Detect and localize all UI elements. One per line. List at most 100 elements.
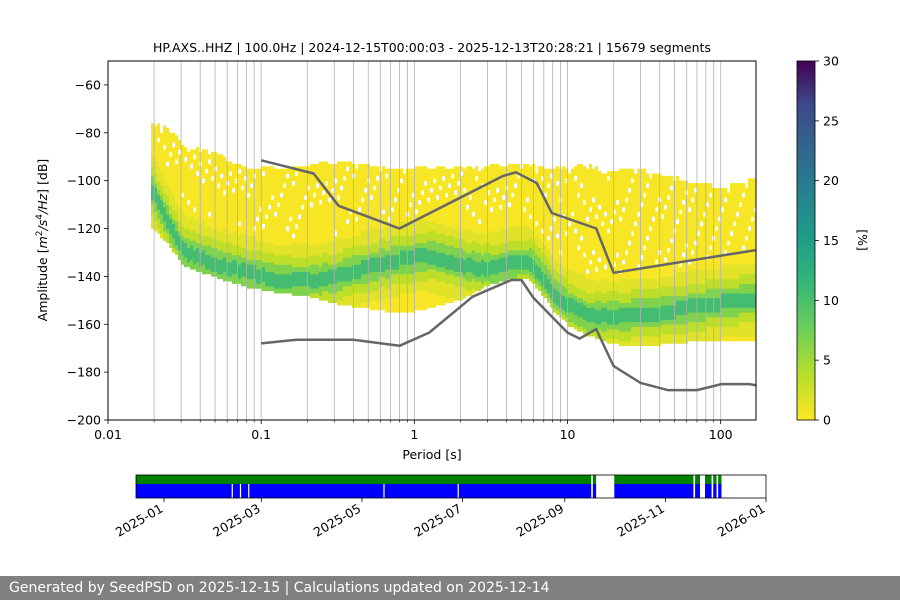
heatmap-cell [316, 278, 320, 284]
heatmap-cell [544, 230, 548, 237]
heatmap-cell [466, 195, 470, 201]
heatmap-cell [595, 257, 599, 263]
heatmap-cell [574, 185, 578, 191]
heatmap-cell [652, 331, 656, 337]
heatmap-cell [688, 321, 692, 327]
heatmap-cell [322, 281, 326, 287]
heatmap-cell [529, 276, 533, 282]
heatmap-cell [343, 223, 347, 229]
heatmap-cell [163, 159, 167, 165]
heatmap-cell [394, 168, 398, 174]
heatmap-cell [388, 173, 392, 179]
heatmap-cell [259, 187, 263, 193]
heatmap-cell [586, 202, 590, 208]
heatmap-cell [337, 276, 341, 282]
heatmap-cell [283, 245, 287, 251]
heatmap-cell [196, 228, 200, 234]
heatmap-cell [529, 175, 533, 181]
heatmap-cell [568, 321, 572, 327]
heatmap-cell [445, 168, 449, 174]
heatmap-cell [535, 197, 539, 203]
heatmap-cell [313, 226, 317, 232]
heatmap-cell [634, 173, 638, 179]
heatmap-cell [421, 266, 425, 272]
heatmap-cell [688, 302, 692, 308]
heatmap-cell [676, 271, 680, 277]
heatmap-cell [580, 187, 584, 193]
heatmap-cell [250, 264, 254, 270]
heatmap-cell [625, 192, 629, 198]
heatmap-cell [688, 297, 692, 304]
heatmap-cell [220, 197, 224, 203]
heatmap-cell [382, 180, 386, 186]
heatmap-cell [553, 202, 557, 208]
heatmap-cell [460, 209, 464, 215]
heatmap-cell [313, 283, 317, 289]
heatmap-cell [616, 305, 620, 311]
heatmap-cell [307, 276, 311, 282]
heatmap-cell [571, 264, 575, 270]
heatmap-cell [625, 230, 629, 237]
heatmap-cell [643, 317, 647, 323]
heatmap-cell [652, 192, 656, 198]
heatmap-cell [496, 211, 500, 217]
heatmap-cell [316, 178, 320, 184]
heatmap-cell [661, 285, 665, 292]
heatmap-cell [370, 209, 374, 215]
heatmap-cell [256, 278, 260, 284]
heatmap-cell [439, 175, 443, 181]
heatmap-cell [289, 278, 293, 284]
heatmap-cell [436, 276, 440, 282]
heatmap-cell [418, 166, 422, 172]
heatmap-cell [325, 242, 329, 248]
heatmap-cell [535, 283, 539, 289]
heatmap-cell [166, 156, 170, 162]
heatmap-cell [682, 319, 686, 325]
heatmap-cell [397, 254, 401, 260]
heatmap-cell [271, 285, 275, 292]
heatmap-cell [550, 297, 554, 304]
heatmap-cell [502, 223, 506, 229]
heatmap-cell [166, 137, 170, 143]
heatmap-cell [643, 274, 647, 280]
heatmap-cell [418, 171, 422, 177]
heatmap-cell [502, 190, 506, 196]
heatmap-cell [298, 238, 302, 244]
heatmap-cell [682, 338, 686, 344]
heatmap-cell [235, 274, 239, 280]
heatmap-cell [229, 195, 233, 201]
heatmap-cell [637, 250, 641, 256]
heatmap-cell [364, 216, 368, 222]
heatmap-cell [478, 252, 482, 258]
heatmap-cell [346, 175, 350, 181]
heatmap-cell [664, 314, 668, 320]
heatmap-cell [256, 254, 260, 260]
heatmap-cell [616, 271, 620, 277]
heatmap-cell [259, 192, 263, 198]
heatmap-cell [535, 250, 539, 256]
heatmap-cell [481, 221, 485, 227]
heatmap-cell [637, 297, 641, 304]
heatmap-cell [283, 216, 287, 222]
heatmap-cell [430, 269, 434, 275]
heatmap-cell [451, 264, 455, 270]
heatmap-cell [391, 192, 395, 198]
heatmap-cell [565, 274, 569, 280]
heatmap-cell [517, 216, 521, 222]
heatmap-cell [466, 199, 470, 205]
heatmap-cell [631, 202, 635, 208]
heatmap-cell [649, 312, 653, 318]
heatmap-cell [490, 278, 494, 284]
heatmap-cell [382, 281, 386, 287]
heatmap-cell [502, 185, 506, 191]
heatmap-cell [481, 283, 485, 289]
heatmap-cell [265, 223, 269, 229]
heatmap-cell [616, 281, 620, 287]
heatmap-cell [475, 209, 479, 215]
heatmap-cell [628, 321, 632, 327]
heatmap-cell [403, 250, 407, 256]
heatmap-cell [430, 226, 434, 232]
heatmap-cell [409, 302, 413, 308]
heatmap-cell [349, 300, 353, 306]
heatmap-cell [256, 206, 260, 213]
